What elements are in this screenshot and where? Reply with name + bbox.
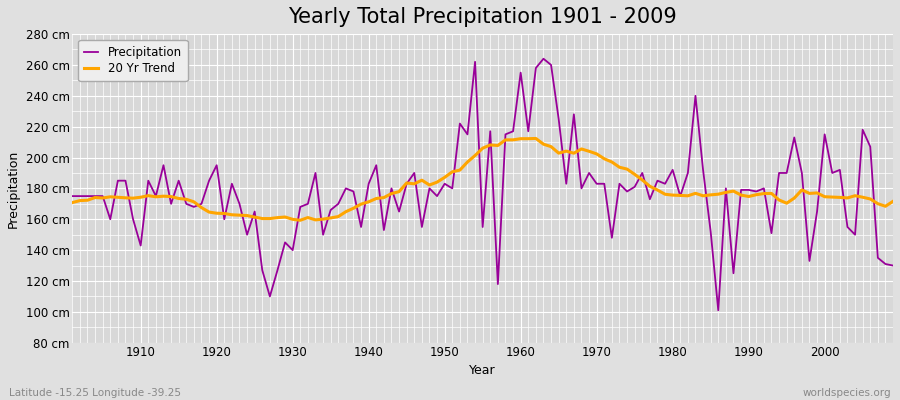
Title: Yearly Total Precipitation 1901 - 2009: Yearly Total Precipitation 1901 - 2009 (288, 7, 677, 27)
Precipitation (516, 70, 526, 75)
Y-axis label: Precipitation: Precipitation (7, 149, 20, 228)
20 Yr Trend (516, 136, 526, 141)
X-axis label: Year: Year (470, 364, 496, 377)
20 Yr Trend (295, 218, 306, 223)
Precipitation (128, 217, 139, 222)
Precipitation (508, 129, 518, 134)
20 Yr Trend (348, 206, 359, 211)
Precipitation (713, 308, 724, 313)
Precipitation (887, 263, 898, 268)
Text: worldspecies.org: worldspecies.org (803, 388, 891, 398)
Legend: Precipitation, 20 Yr Trend: Precipitation, 20 Yr Trend (78, 40, 188, 81)
Line: 20 Yr Trend: 20 Yr Trend (72, 138, 893, 220)
20 Yr Trend (887, 199, 898, 204)
20 Yr Trend (67, 200, 77, 205)
Line: Precipitation: Precipitation (72, 59, 893, 310)
20 Yr Trend (622, 167, 633, 172)
Text: Latitude -15.25 Longitude -39.25: Latitude -15.25 Longitude -39.25 (9, 388, 181, 398)
20 Yr Trend (523, 136, 534, 141)
20 Yr Trend (302, 215, 313, 220)
Precipitation (340, 186, 351, 191)
20 Yr Trend (530, 136, 541, 141)
Precipitation (614, 181, 625, 186)
20 Yr Trend (128, 196, 139, 200)
Precipitation (538, 56, 549, 61)
Precipitation (67, 194, 77, 198)
Precipitation (295, 204, 306, 209)
